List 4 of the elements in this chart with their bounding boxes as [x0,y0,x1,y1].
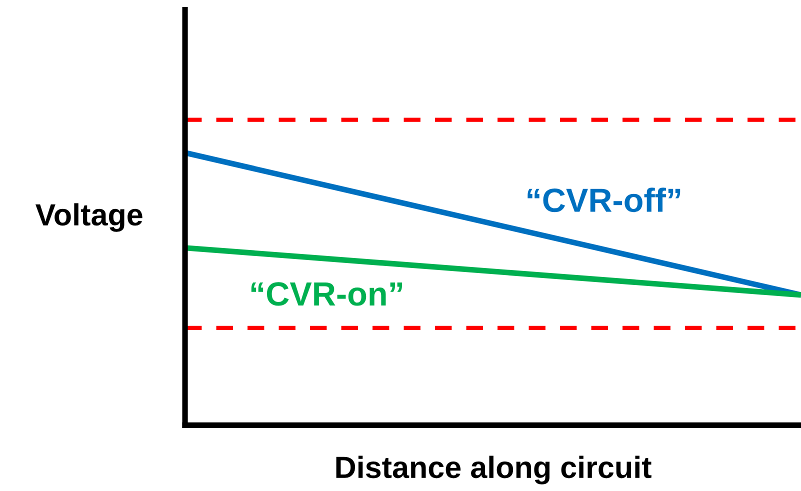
x-axis-title: Distance along circuit [336,456,652,484]
series-label: “CVR-off” [528,188,680,212]
series-label: “CVR-on” [251,282,402,306]
y-axis-title: Voltage [35,203,142,232]
